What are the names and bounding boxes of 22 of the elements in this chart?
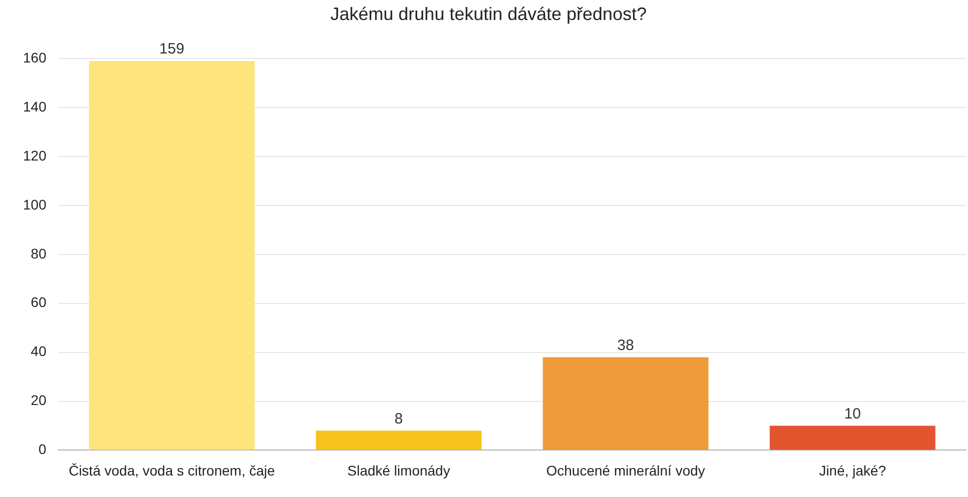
y-tick-label: 120 — [23, 147, 47, 164]
data-label: 8 — [394, 410, 403, 428]
y-tick-label: 80 — [30, 245, 47, 262]
y-tick-label: 40 — [30, 343, 47, 360]
y-tick-label: 60 — [30, 294, 47, 310]
y-tick-label: 0 — [38, 441, 47, 458]
y-tick-label: 20 — [30, 392, 47, 408]
chart-title: Jakému druhu tekutin dáváte přednost? — [330, 4, 647, 24]
bar — [542, 357, 708, 450]
data-label: 38 — [617, 336, 634, 354]
data-label: 10 — [844, 405, 861, 422]
x-tick-label: Ochucené minerální vody — [546, 462, 706, 478]
data-label: 159 — [159, 40, 184, 58]
x-tick-label: Jiné, jaké? — [819, 462, 886, 478]
x-tick-label: Čistá voda, voda s citronem, čaje — [68, 462, 276, 478]
y-tick-label: 140 — [23, 98, 47, 114]
bar — [316, 430, 482, 450]
bar — [88, 61, 255, 450]
y-tick-label: 100 — [23, 196, 47, 212]
bar — [770, 426, 936, 450]
y-tick-label: 160 — [23, 49, 47, 66]
x-tick-label: Sladké limonády — [347, 462, 450, 478]
